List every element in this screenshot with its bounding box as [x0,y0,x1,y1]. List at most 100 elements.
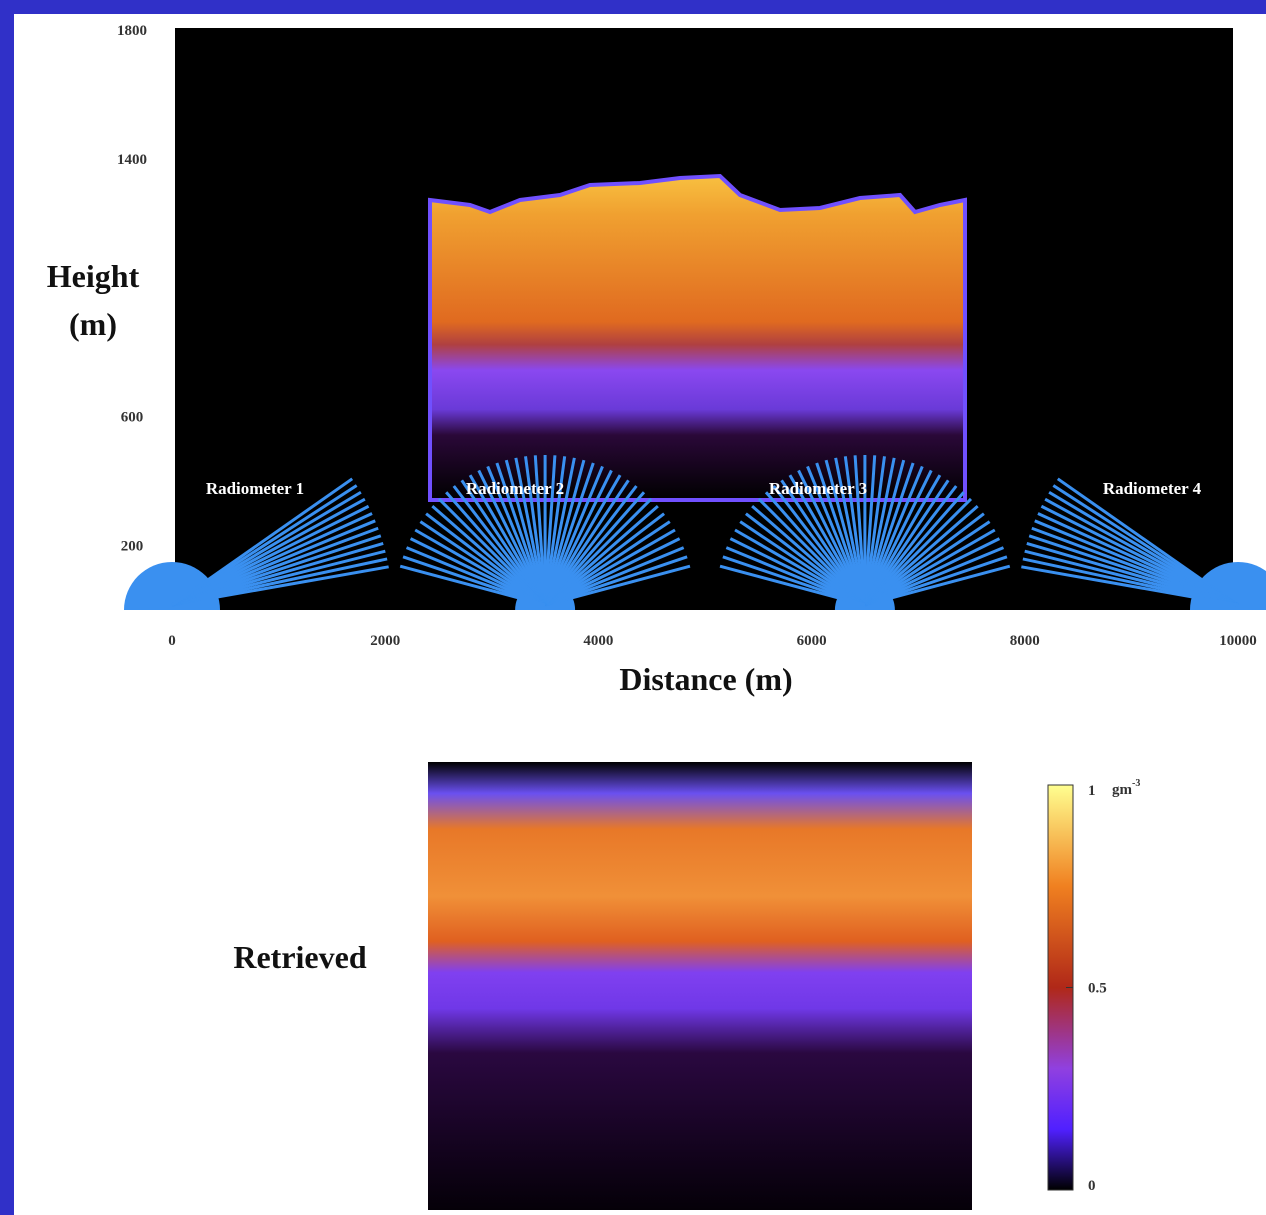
colorbar-tick-label: 0 [1088,1178,1096,1194]
fan-ray [788,474,867,606]
fan-ray [544,564,691,607]
fan-ray [797,469,867,606]
fan-ray [544,555,688,607]
fan-ray [864,555,1008,607]
fan-ray [544,497,653,607]
fan-ray [543,469,613,606]
fan-ray [524,456,547,606]
fan-ray [414,528,546,607]
fan-ray [468,474,547,606]
fan-ray [543,462,595,606]
fan-ray [864,537,1001,607]
fan-ray [863,462,915,606]
fan-ray [460,479,547,606]
fan-ray [543,457,576,606]
fan-ray [399,564,546,607]
fan-ray [544,537,681,607]
fan-ray [544,546,685,607]
fan-ray [514,457,547,606]
fan-ray [543,479,630,606]
fan-ray [729,537,866,607]
fan-ray [477,469,547,606]
fan-ray [751,504,866,607]
colorbar-tick-label: 1 [1088,783,1096,799]
colorbar-unit: gm-3 [1112,778,1140,798]
fan-ray [815,462,867,606]
fan-ray [863,491,965,606]
fan-ray [425,512,547,607]
fan-ray [864,546,1005,607]
fan-ray [864,528,996,607]
x-tick-label: 2000 [370,633,400,649]
fan-ray [780,479,867,606]
fan-ray [402,555,546,607]
y-tick-label: 600 [121,410,144,426]
fan-ray [495,462,547,606]
fan-ray [533,455,547,606]
fan-ray [419,520,546,607]
fan-ray [744,512,866,607]
fan-ray [739,520,866,607]
fan-ray [734,528,866,607]
fan-ray [824,459,867,606]
unit: gm [1112,782,1133,798]
fan-ray [486,465,547,606]
fan-ray [863,485,958,606]
fan-ray [764,491,867,606]
radiometer-label: Radiometer 4 [1103,479,1202,498]
fan-ray [431,504,547,607]
fan-ray [543,455,557,606]
colorbar-tick-label: 0.5 [1088,981,1107,997]
fan-ray [863,512,985,607]
fan-ray [405,546,546,607]
radiometer-fans [124,455,1266,610]
fan-ray [543,485,638,606]
fan-ray [445,491,547,606]
x-tick-label: 4000 [583,633,613,649]
fan-ray [409,537,546,607]
fan-ray [544,520,671,607]
fan-ray [504,459,547,606]
fan-ray [834,457,867,606]
fan-ray [853,455,867,606]
fan-ray [863,474,942,606]
fan-ray [452,485,547,606]
y-tick-label: 1400 [117,152,147,168]
fan-ray [863,456,886,606]
fan-ray [543,459,586,606]
fan-ray [863,465,924,606]
fan-ray [722,555,866,607]
fan-ray [806,465,867,606]
fan-ray [843,456,867,606]
x-axis-label: Distance (m) [619,661,792,697]
fan-ray [437,497,547,607]
y-tick-label: 200 [121,539,144,555]
fan-ray [1021,565,1239,607]
fan-ray [864,564,1011,607]
fan-ray [863,497,973,607]
fan-ray [543,465,604,606]
x-tick-label: 10000 [1219,633,1257,649]
x-tick-label: 6000 [797,633,827,649]
fan-ray [544,528,676,607]
cloud-field [428,173,967,502]
fan-ray [864,520,991,607]
unit-exponent: -3 [1132,778,1140,789]
fan-ray [863,459,906,606]
y-axis-label: (m) [69,306,117,342]
fan-ray [719,564,866,607]
fan-ray [543,491,646,606]
fan-ray [863,457,896,606]
fan-ray [757,497,866,607]
retrieved-label: Retrieved [233,939,366,975]
x-tick-label: 8000 [1010,633,1040,649]
fan-ray [725,546,866,607]
radiometer-label: Radiometer 1 [206,479,304,498]
x-tick-label: 0 [168,633,176,649]
fan-ray [863,469,933,606]
fan-ray [171,477,354,607]
y-tick-label: 1800 [117,23,147,39]
retrieved-field [428,762,972,1210]
fan-ray [544,512,666,607]
